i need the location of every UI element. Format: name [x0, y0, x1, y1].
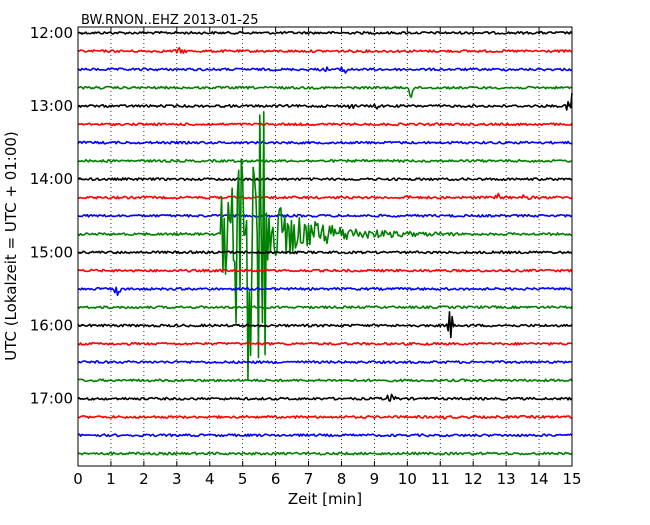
x-tick-label: 6 — [271, 470, 281, 488]
trace-line — [77, 140, 573, 145]
trace-line — [77, 360, 573, 365]
x-tick-label: 15 — [562, 470, 581, 488]
y-tick-label: 13:00 — [30, 97, 73, 115]
trace-line — [77, 305, 573, 310]
trace-line — [77, 311, 573, 339]
x-tick-label: 9 — [370, 470, 380, 488]
x-tick-label: 11 — [431, 470, 450, 488]
x-tick-label: 3 — [172, 470, 182, 488]
x-tick-label: 5 — [238, 470, 248, 488]
plot-frame — [77, 26, 573, 467]
y-tick-label: 15:00 — [30, 243, 73, 261]
x-tick-label: 14 — [530, 470, 549, 488]
trace-line — [77, 268, 573, 273]
trace-line — [77, 46, 573, 54]
ticks: 0 1 2 3 4 5 6 7 8 9 10 11 12 13 14 1512:0013:0014:0015:… — [30, 24, 582, 488]
y-tick-label: 16:00 — [30, 317, 73, 335]
x-tick-label: 13 — [497, 470, 516, 488]
trace-line — [77, 85, 573, 98]
x-tick-label: 4 — [205, 470, 215, 488]
y-tick-label: 12:00 — [30, 24, 73, 42]
chart-title: BW.RNON..EHZ 2013-01-25 — [81, 13, 259, 28]
trace-line — [77, 66, 573, 74]
trace-line — [77, 414, 573, 420]
trace-line — [77, 213, 573, 218]
x-tick-label: 2 — [139, 470, 149, 488]
trace-line — [77, 433, 573, 438]
earthquake-trace — [77, 110, 573, 380]
x-tick-label: 12 — [464, 470, 483, 488]
trace-line — [77, 451, 573, 456]
x-axis-label: Zeit [min] — [288, 490, 362, 508]
trace-line — [77, 286, 573, 297]
trace-line — [77, 177, 573, 182]
y-tick-label: 17:00 — [30, 390, 73, 408]
trace-line — [77, 393, 573, 402]
trace-line — [77, 92, 573, 111]
x-tick-label: 10 — [398, 470, 417, 488]
trace-line — [77, 30, 573, 35]
y-tick-label: 14:00 — [30, 170, 73, 188]
x-tick-label: 1 — [106, 470, 116, 488]
trace-line — [77, 122, 573, 127]
x-tick-label: 0 — [73, 470, 83, 488]
trace-line — [77, 250, 573, 255]
x-tick-label: 7 — [304, 470, 314, 488]
trace-line — [77, 158, 573, 163]
trace-line — [77, 378, 573, 383]
trace-line — [77, 192, 573, 201]
trace-line — [77, 341, 573, 346]
x-tick-label: 8 — [337, 470, 347, 488]
traces — [77, 30, 573, 456]
y-axis-label: UTC (Lokalzeit = UTC + 01:00) — [2, 131, 20, 361]
